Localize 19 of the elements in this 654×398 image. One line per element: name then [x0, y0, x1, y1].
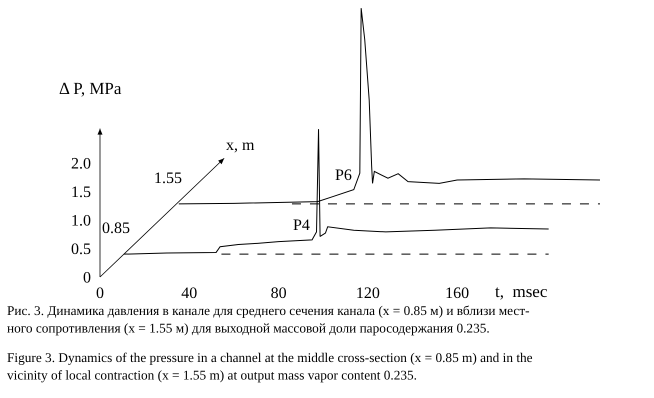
y-tick-label: 1.5: [71, 184, 91, 201]
x-tick-label: 120: [356, 285, 380, 302]
y-axis-title: Δ P, MPa: [59, 79, 122, 98]
series-label: P4: [293, 217, 310, 234]
y-tick-label: 0: [83, 270, 91, 287]
y-tick-label: 1.0: [71, 212, 91, 230]
series-label: P6: [335, 167, 352, 184]
x-tick-label: 0: [96, 285, 104, 302]
annotation: x, m: [226, 137, 255, 154]
x-tick-label: 40: [181, 285, 198, 302]
annotation: 0.85: [102, 220, 130, 237]
y-tick-label: 0.5: [71, 241, 91, 258]
caption: Figure 3. Dynamics of the pressure in a channel at the middle cross-section (x = 0.85 m) and in the vicinity of local contraction (x = 1.55 m) at output mass vapor content 0.235.: [7, 350, 533, 382]
x-tick-label: 80: [270, 285, 287, 302]
x-tick-label: 160: [445, 285, 470, 302]
annotation: 1.55: [154, 170, 182, 187]
y-tick-label: 2.0: [71, 155, 91, 172]
x-axis-title: t, msec: [495, 282, 548, 301]
text: Рис. 3. Динамика давления в канале для среднего сечения канала (x = 0.85 м) и вблизи мест- ного сопротивления (x = 1.55 м) для выходной массовой доли паросодержания 0.235.: [7, 303, 530, 336]
